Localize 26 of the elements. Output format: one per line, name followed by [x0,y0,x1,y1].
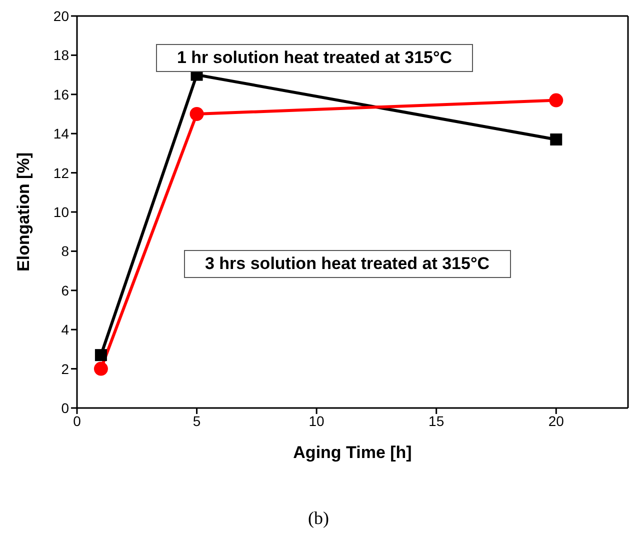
y-tick-label: 20 [53,8,70,24]
y-tick-label: 14 [53,126,70,142]
x-tick-label: 10 [308,412,325,429]
point [190,107,204,121]
x-axis-title: Aging Time [h] [293,443,412,462]
y-tick-label: 16 [53,86,70,102]
point [94,362,108,376]
x-tick-label: 20 [548,412,564,429]
point [94,349,107,362]
x-tick-label: 15 [428,412,444,429]
y-tick-label: 0 [61,400,70,416]
y-tick-label: 2 [61,360,70,377]
annotation: 3 hrs solution heat treated at 315°C [184,250,511,278]
text: (b) [307,508,330,529]
y-tick-label: 12 [53,164,70,181]
point [550,133,562,146]
y-axis-title: Elongation [%] [14,152,34,272]
y-tick-label: 8 [61,243,70,260]
y-tick-label: 10 [53,204,70,220]
y-tick-label: 6 [61,282,70,298]
y-tick-label: 4 [61,322,70,338]
point [549,93,564,108]
x-tick-label: 0 [73,412,82,429]
x-tick-label: 5 [192,412,201,429]
y-tick-label: 18 [53,47,70,64]
annotation: 1 hr solution heat treated at 315°C [156,44,474,72]
